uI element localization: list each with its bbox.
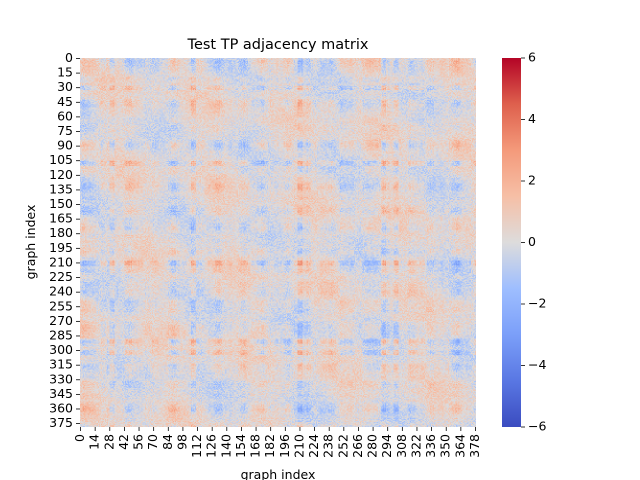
x-tick-label: 350 (438, 434, 453, 458)
x-tick-label: 308 (394, 434, 409, 458)
y-tick-label: 240 (49, 284, 73, 299)
y-tick-label: 15 (57, 65, 73, 80)
x-tick-label: 294 (379, 434, 394, 458)
colorbar-ticks: 6 4 2 0 −2 −4 −6 (521, 50, 546, 434)
y-axis-ticks: 0153045607590105120135150165180195210225… (49, 50, 80, 430)
colorbar-tick-label: −6 (528, 419, 546, 434)
x-tick-label: 280 (365, 434, 380, 458)
y-tick-label: 270 (49, 313, 73, 328)
y-tick-label: 60 (57, 108, 73, 123)
y-tick-label: 45 (57, 94, 73, 109)
x-tick-label: 336 (423, 434, 438, 458)
x-tick-label: 224 (306, 434, 321, 458)
colorbar (502, 58, 521, 427)
y-axis-label: graph index (23, 205, 38, 280)
y-tick-label: 225 (49, 269, 73, 284)
colorbar-tick-label: 6 (528, 50, 536, 65)
x-tick-label: 238 (321, 434, 336, 458)
colorbar-tick-label: 0 (528, 234, 536, 249)
y-tick-label: 75 (57, 123, 73, 138)
y-tick-label: 30 (57, 79, 73, 94)
x-tick-label: 42 (116, 434, 131, 450)
colorbar-tick-label: −2 (528, 296, 546, 311)
y-tick-label: 180 (49, 225, 73, 240)
x-tick-label: 84 (160, 434, 175, 450)
y-tick-label: 105 (49, 152, 73, 167)
x-tick-label: 168 (248, 434, 263, 458)
x-axis-ticks: 0 14 28 42 56 70 84 98 112 126 140 154 168 182 196 210 2… (72, 427, 482, 458)
y-tick-label: 0 (65, 50, 73, 65)
y-tick-label: 315 (49, 357, 73, 372)
colorbar-tick-label: 4 (528, 111, 536, 126)
y-tick-label: 165 (49, 211, 73, 226)
y-tick-label: 345 (49, 386, 73, 401)
y-tick-label: 255 (49, 298, 73, 313)
y-tick-label: 120 (49, 167, 73, 182)
y-tick-label: 150 (49, 196, 73, 211)
chart-title: Test TP adjacency matrix (187, 37, 369, 53)
x-tick-label: 0 (72, 434, 87, 442)
y-tick-label: 90 (57, 138, 73, 153)
x-tick-label: 322 (408, 434, 423, 458)
x-tick-label: 56 (131, 434, 146, 450)
colorbar-tick-label: −4 (528, 357, 546, 372)
x-tick-label: 14 (87, 434, 102, 450)
x-tick-label: 364 (452, 434, 467, 458)
y-tick-label: 330 (49, 371, 73, 386)
x-tick-label: 126 (204, 434, 219, 458)
x-tick-label: 140 (218, 434, 233, 458)
y-tick-label: 135 (49, 181, 73, 196)
y-tick-label: 375 (49, 415, 73, 430)
y-tick-label: 360 (49, 400, 73, 415)
colorbar-tick-label: 2 (528, 173, 536, 188)
heatmap-cells (80, 58, 476, 427)
x-tick-label: 210 (291, 434, 306, 458)
y-tick-label: 195 (49, 240, 73, 255)
y-tick-label: 300 (49, 342, 73, 357)
x-tick-label: 182 (262, 434, 277, 458)
heatmap-plot-area (80, 58, 476, 427)
x-tick-label: 266 (350, 434, 365, 458)
y-tick-label: 285 (49, 327, 73, 342)
y-tick-label: 210 (49, 254, 73, 269)
x-tick-label: 70 (145, 434, 160, 450)
x-tick-label: 28 (101, 434, 116, 450)
x-tick-label: 378 (467, 434, 482, 458)
x-tick-label: 252 (335, 434, 350, 458)
x-tick-label: 112 (189, 434, 204, 458)
x-tick-label: 196 (277, 434, 292, 458)
x-tick-label: 98 (174, 434, 189, 450)
x-axis-label: graph index (241, 467, 316, 480)
x-tick-label: 154 (233, 434, 248, 458)
